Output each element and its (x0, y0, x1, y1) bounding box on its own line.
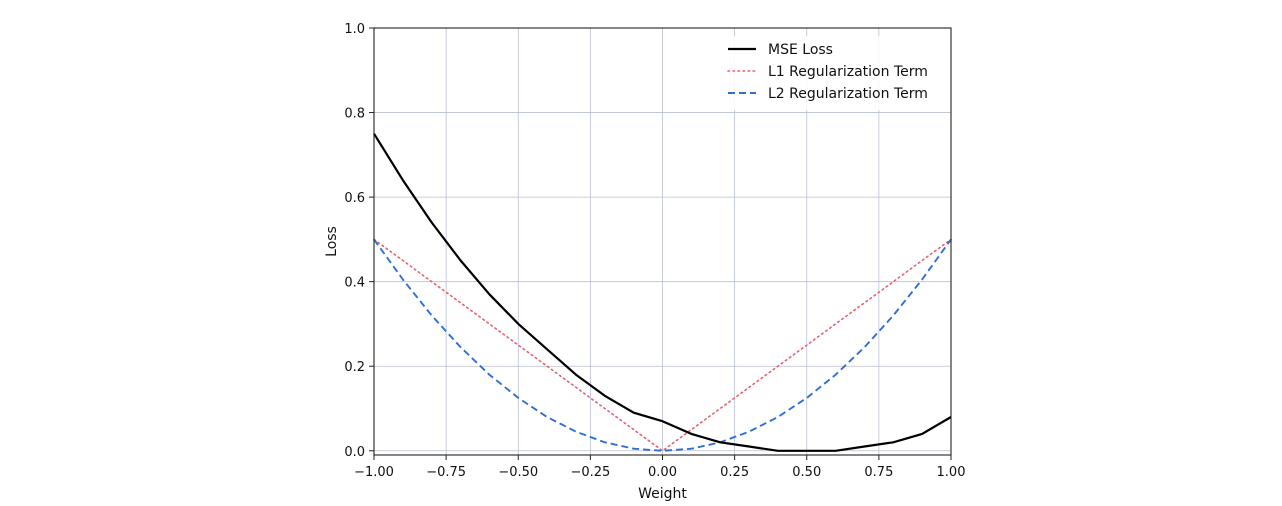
y-tick-label: 0.6 (344, 191, 365, 206)
legend-label-2: L2 Regularization Term (768, 86, 928, 102)
series-line-1 (373, 238, 952, 452)
x-axis-ticks: −1.00 −0.75 −0.50 −0.25 0.00 0.25 0.50 0.75 1.00 (354, 455, 965, 480)
legend-label-0: MSE Loss (768, 42, 833, 58)
x-tick-label: 0.00 (648, 465, 677, 480)
legend: MSE Loss L1 Regularization Term L2 Regular… (722, 36, 944, 110)
y-tick-label: 0.0 (344, 445, 365, 460)
x-tick-label: −0.75 (426, 465, 466, 480)
x-tick-label: −0.50 (498, 465, 538, 480)
y-tick-label: 0.2 (344, 360, 365, 375)
legend-label-1: L1 Regularization Term (768, 64, 928, 80)
x-tick-label: 0.25 (720, 465, 749, 480)
x-tick-label: 1.00 (937, 465, 966, 480)
x-tick-label: 0.50 (792, 465, 821, 480)
series-line-0 (373, 133, 952, 452)
y-tick-label: 1.0 (344, 22, 365, 37)
legend-box (722, 36, 944, 110)
y-tick-label: 0.4 (344, 276, 365, 291)
x-tick-label: 0.75 (864, 465, 893, 480)
y-tick-label: 0.8 (344, 107, 365, 122)
y-axis-label: Loss (324, 226, 340, 257)
y-axis-ticks: 0.0 0.2 0.4 0.6 0.8 1.0 (344, 22, 374, 460)
x-tick-label: −1.00 (354, 465, 394, 480)
x-axis-label: Weight (638, 486, 687, 502)
series-lines (373, 133, 952, 452)
x-tick-label: −0.25 (570, 465, 610, 480)
